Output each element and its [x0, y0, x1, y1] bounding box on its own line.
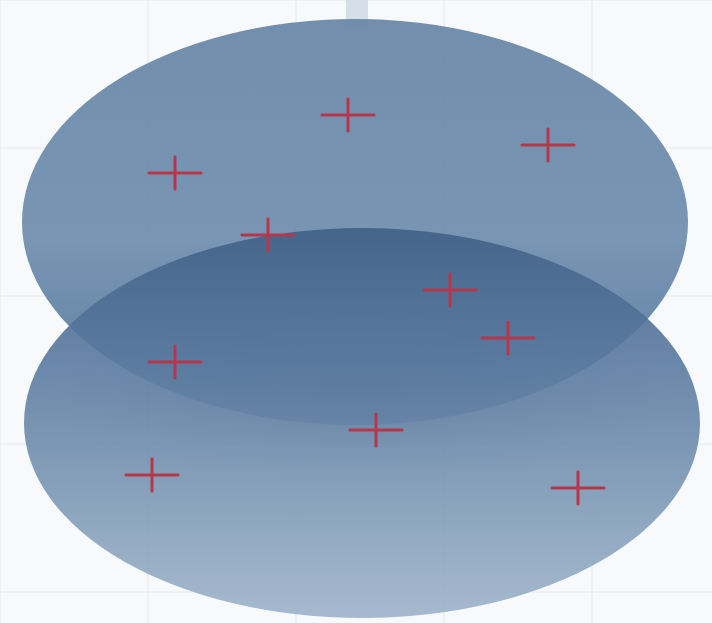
cross-marker	[147, 344, 203, 380]
cross-marker	[147, 155, 203, 191]
cross-marker	[320, 97, 376, 133]
cross-marker	[480, 320, 536, 356]
cross-marker	[520, 127, 576, 163]
cross-marker	[422, 272, 478, 308]
cross-marker	[240, 217, 296, 253]
cross-marker	[124, 457, 180, 493]
bottom-ellipse	[24, 228, 700, 618]
cross-markers	[124, 97, 606, 506]
cross-marker	[550, 470, 606, 506]
cross-marker	[348, 412, 404, 448]
